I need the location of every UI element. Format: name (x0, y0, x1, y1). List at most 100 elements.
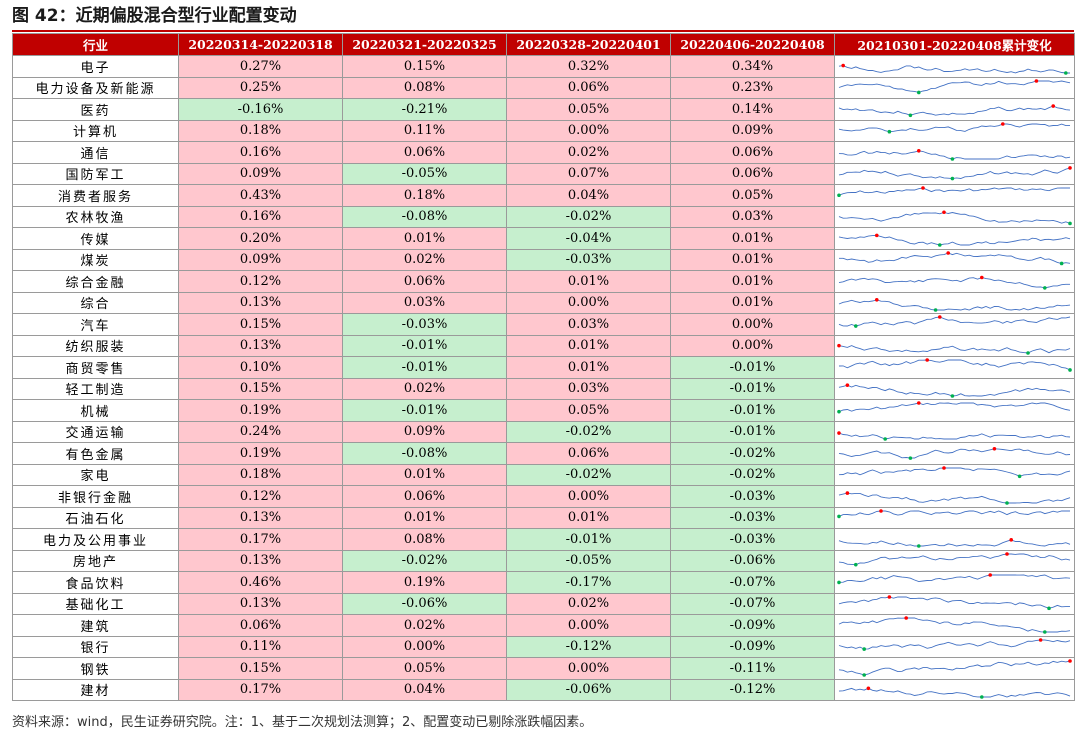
industry-name: 农林牧渔 (12, 205, 179, 228)
sparkline-max-marker (904, 616, 908, 621)
sparkline-min-marker (950, 176, 955, 181)
allocation-change-cell: 0.02% (342, 248, 507, 271)
allocation-change-cell: 0.46% (178, 571, 343, 594)
table-row: 非银行金融 0.12% 0.06% 0.00% -0.03% (12, 485, 1075, 508)
sparkline (838, 297, 1071, 312)
allocation-change-cell: -0.16% (178, 98, 343, 121)
sparkline-max-marker (845, 383, 850, 387)
allocation-change-cell: -0.02% (342, 549, 507, 572)
sparkline-max-marker (841, 64, 845, 68)
allocation-change-cell: 0.05% (506, 399, 671, 422)
sparkline-series-line (838, 187, 1071, 196)
sparkline-series-line (838, 167, 1071, 179)
sparkline (838, 104, 1071, 118)
allocation-change-cell: -0.03% (670, 485, 835, 508)
sparkline-series-line (838, 105, 1071, 117)
allocation-change-cell: 0.00% (670, 334, 835, 357)
allocation-change-cell: 0.18% (342, 184, 507, 207)
sparkline (837, 401, 1071, 414)
sparkline-series-line (838, 553, 1071, 565)
allocation-change-cell: 0.06% (342, 485, 507, 508)
cumulative-sparkline-cell (834, 313, 1075, 336)
industry-name: 汽车 (12, 313, 179, 336)
allocation-change-cell: 0.15% (342, 55, 507, 78)
industry-name: 银行 (12, 635, 179, 658)
allocation-change-cell: 0.32% (506, 55, 671, 78)
sparkline (838, 233, 1071, 248)
cumulative-sparkline-cell (834, 227, 1075, 250)
sparkline-min-marker (1043, 286, 1047, 290)
allocation-change-cell: 0.01% (342, 227, 507, 250)
sparkline (838, 250, 1071, 266)
cumulative-sparkline-cell (834, 76, 1075, 99)
allocation-change-cell: 0.01% (670, 248, 835, 271)
figure-title: 图 42：近期偏股混合型行业配置变动 (12, 6, 297, 26)
cumulative-sparkline-cell (834, 549, 1075, 572)
allocation-change-cell: 0.27% (178, 55, 343, 78)
sparkline (838, 551, 1071, 567)
sparkline (838, 121, 1071, 134)
sparkline-series-line (838, 123, 1071, 132)
sparkline (838, 491, 1071, 506)
cumulative-sparkline-cell (834, 184, 1075, 207)
sparkline-max-marker (837, 343, 841, 348)
sparkline-max-marker (988, 573, 992, 578)
industry-name: 煤炭 (12, 248, 179, 271)
allocation-change-cell: -0.02% (506, 420, 671, 443)
allocation-change-cell: 0.06% (506, 442, 671, 465)
allocation-change-cell: 0.02% (506, 592, 671, 615)
sparkline (838, 659, 1072, 678)
allocation-change-cell: 0.01% (506, 334, 671, 357)
allocation-change-cell: 0.13% (178, 549, 343, 572)
sparkline-max-marker (1001, 121, 1005, 126)
allocation-change-cell: 0.16% (178, 205, 343, 228)
allocation-change-cell: -0.09% (670, 614, 835, 637)
sparkline-series-line (838, 384, 1071, 397)
sparkline (838, 383, 1071, 398)
cumulative-sparkline-cell (834, 399, 1075, 422)
header-week-2: 20220321-20220325 (342, 33, 507, 56)
allocation-change-cell: 0.00% (506, 657, 671, 680)
allocation-change-cell: 0.19% (342, 571, 507, 594)
industry-name: 综合 (12, 291, 179, 314)
allocation-change-cell: 0.09% (670, 119, 835, 142)
sparkline-series-line (838, 510, 1071, 517)
allocation-change-cell: -0.06% (506, 678, 671, 701)
sparkline-min-marker (837, 410, 841, 414)
sparkline-max-marker (1034, 78, 1039, 83)
cumulative-sparkline-cell (834, 442, 1075, 465)
sparkline-max-marker (917, 401, 921, 406)
sparkline-max-marker (1068, 659, 1072, 664)
industry-name: 传媒 (12, 227, 179, 250)
sparkline-min-marker (853, 562, 858, 567)
table-row: 商贸零售 0.10% -0.01% 0.01% -0.01% (12, 356, 1075, 379)
sparkline-min-marker (837, 580, 841, 585)
allocation-change-cell: 0.01% (342, 463, 507, 486)
table-row: 有色金属 0.19% -0.08% 0.06% -0.02% (12, 442, 1075, 465)
allocation-change-cell: 0.06% (342, 270, 507, 293)
industry-name: 计算机 (12, 119, 179, 142)
industry-name: 医药 (12, 98, 179, 121)
cumulative-sparkline-cell (834, 55, 1075, 78)
allocation-change-cell: 0.01% (342, 506, 507, 529)
sparkline (838, 64, 1071, 76)
allocation-change-cell: -0.03% (342, 313, 507, 336)
allocation-change-cell: 0.03% (342, 291, 507, 314)
industry-name: 纺织服装 (12, 334, 179, 357)
sparkline (838, 315, 1071, 329)
allocation-change-cell: -0.08% (342, 442, 507, 465)
allocation-change-cell: 0.07% (506, 162, 671, 185)
allocation-change-cell: 0.24% (178, 420, 343, 443)
allocation-change-cell: 0.34% (670, 55, 835, 78)
sparkline-min-marker (862, 673, 866, 678)
sparkline-max-marker (921, 186, 925, 191)
sparkline-min-marker (917, 90, 921, 94)
table-row: 房地产 0.13% -0.02% -0.05% -0.06% (12, 549, 1075, 572)
sparkline-series-line (838, 596, 1071, 609)
allocation-change-cell: 0.01% (506, 506, 671, 529)
header-week-1: 20220314-20220318 (178, 33, 343, 56)
sparkline-min-marker (938, 243, 942, 248)
allocation-change-cell: 0.12% (178, 485, 343, 508)
table-row: 钢铁 0.15% 0.05% 0.00% -0.11% (12, 657, 1075, 680)
allocation-change-cell: -0.01% (342, 334, 507, 357)
